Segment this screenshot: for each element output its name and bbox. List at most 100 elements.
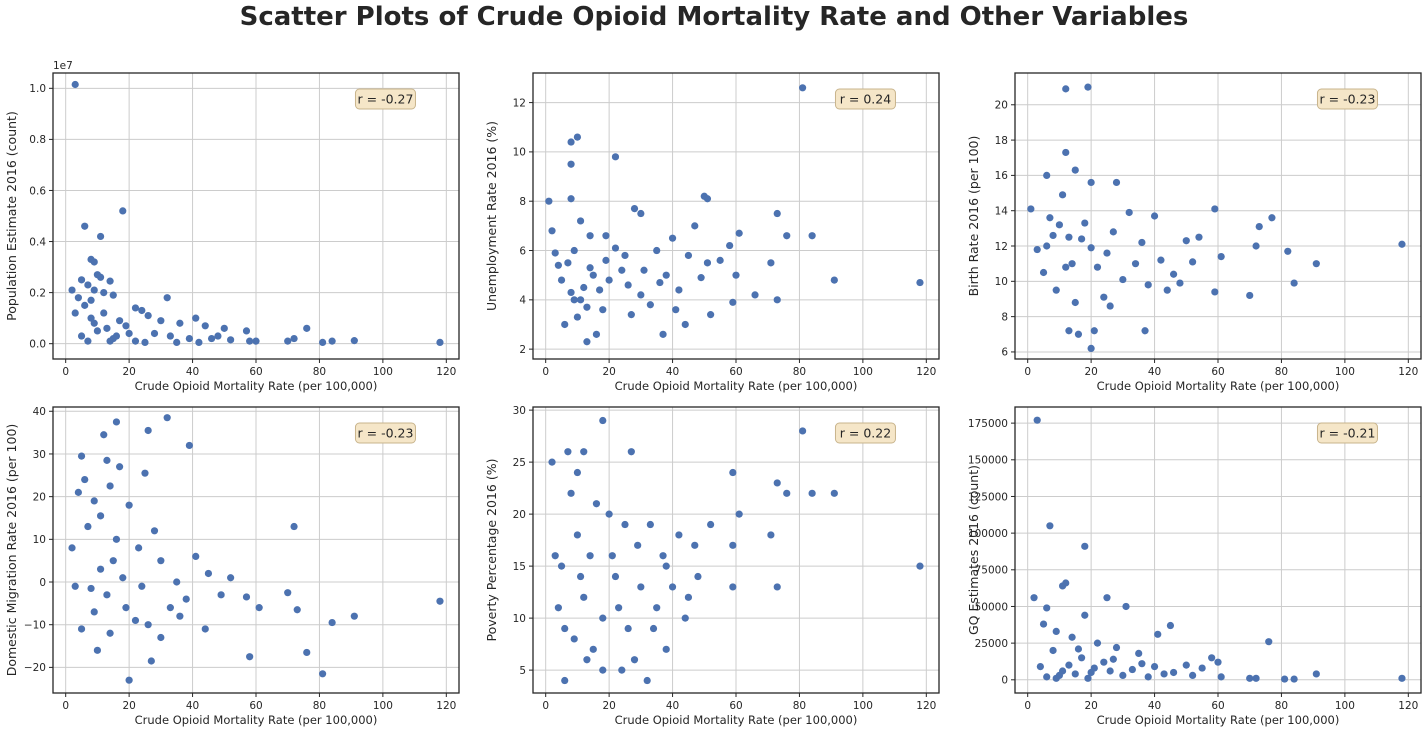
data-point xyxy=(1154,630,1162,638)
x-tick-label: 100 xyxy=(1335,366,1355,378)
y-tick-label: 0.6 xyxy=(29,185,46,197)
data-point xyxy=(576,296,585,304)
data-point xyxy=(656,278,664,287)
y-tick-label: 150000 xyxy=(968,455,1008,467)
data-point xyxy=(1150,663,1159,671)
data-point xyxy=(662,271,670,279)
data-point xyxy=(548,227,556,235)
data-point xyxy=(173,578,181,586)
data-point xyxy=(1176,279,1184,287)
data-point xyxy=(220,324,228,332)
y-tick-label: 25 xyxy=(513,457,526,469)
data-point xyxy=(567,138,575,146)
data-point xyxy=(729,541,737,549)
data-point xyxy=(599,306,607,314)
x-tick-label: 20 xyxy=(602,366,615,378)
data-point xyxy=(1027,205,1035,213)
data-point xyxy=(1071,298,1079,307)
data-point xyxy=(106,337,114,345)
data-point xyxy=(554,604,562,612)
correlation-badge xyxy=(834,422,896,444)
data-point xyxy=(246,337,254,345)
data-point xyxy=(1068,633,1076,641)
correlation-label: r = -0.23 xyxy=(1320,92,1376,107)
data-point xyxy=(1109,655,1117,663)
data-point xyxy=(548,458,556,466)
data-point xyxy=(659,330,667,338)
data-point xyxy=(1150,212,1159,220)
data-point xyxy=(77,276,86,284)
data-point xyxy=(830,276,838,284)
data-point xyxy=(1036,663,1044,671)
data-point xyxy=(87,584,95,593)
data-point xyxy=(589,645,597,653)
data-point xyxy=(112,332,121,340)
data-point xyxy=(646,301,654,309)
data-point xyxy=(551,249,559,257)
data-point xyxy=(1138,660,1146,668)
data-point xyxy=(773,583,781,591)
data-point xyxy=(1093,263,1102,271)
x-tick-label: 40 xyxy=(666,700,679,712)
data-point xyxy=(675,286,683,294)
data-point xyxy=(557,562,566,570)
data-point xyxy=(1084,83,1092,91)
y-tick-label: 6 xyxy=(1001,347,1008,359)
y-axis-label: Domestic Migration Rate 2016 (per 100) xyxy=(4,424,19,677)
data-point xyxy=(1087,244,1095,252)
data-point xyxy=(561,320,569,329)
y-tick-label: 0 xyxy=(1001,675,1008,687)
data-point xyxy=(90,608,98,616)
y-axis-label: Poverty Percentage 2016 (%) xyxy=(484,459,499,642)
y-tick-label: 10 xyxy=(513,147,526,159)
data-point xyxy=(649,624,658,633)
data-point xyxy=(799,427,807,435)
data-point xyxy=(1039,620,1048,628)
data-point xyxy=(573,468,582,477)
data-point xyxy=(1087,344,1095,353)
data-point xyxy=(662,562,670,570)
data-point xyxy=(1049,646,1057,655)
data-point xyxy=(580,448,588,456)
data-point xyxy=(138,306,146,315)
data-point xyxy=(176,612,184,620)
data-point xyxy=(1055,221,1064,229)
data-point xyxy=(1217,673,1225,681)
data-point xyxy=(621,251,629,260)
y-tick-label: 10 xyxy=(513,613,526,625)
y-tick-label: 15 xyxy=(513,561,526,573)
data-point xyxy=(605,276,613,284)
x-tick-label: 40 xyxy=(666,366,679,378)
data-point xyxy=(246,653,254,661)
x-tick-label: 80 xyxy=(793,700,806,712)
x-tick-label: 0 xyxy=(542,366,549,378)
x-tick-label: 60 xyxy=(249,366,262,378)
data-point xyxy=(830,489,838,497)
data-point xyxy=(176,319,184,327)
data-point xyxy=(1208,654,1216,662)
x-tick-label: 80 xyxy=(793,366,806,378)
data-point xyxy=(166,604,174,612)
data-point xyxy=(84,281,92,289)
data-point xyxy=(611,244,620,252)
y-tick-label: 100000 xyxy=(968,528,1008,540)
data-point xyxy=(1290,675,1298,683)
data-point xyxy=(125,329,133,338)
data-point xyxy=(1211,288,1219,296)
data-point xyxy=(125,676,133,684)
data-point xyxy=(808,489,816,497)
data-point xyxy=(586,552,594,560)
y-tick-label: 8 xyxy=(519,196,526,208)
data-point xyxy=(573,133,582,141)
data-point xyxy=(1058,191,1067,199)
x-tick-label: 80 xyxy=(313,366,326,378)
data-point xyxy=(192,314,200,322)
data-point xyxy=(1189,671,1197,680)
data-point xyxy=(1052,674,1060,682)
data-point xyxy=(735,229,743,237)
data-point xyxy=(637,291,645,299)
data-point xyxy=(217,591,225,599)
x-tick-label: 40 xyxy=(186,700,199,712)
data-point xyxy=(637,583,645,591)
data-point xyxy=(653,604,661,612)
